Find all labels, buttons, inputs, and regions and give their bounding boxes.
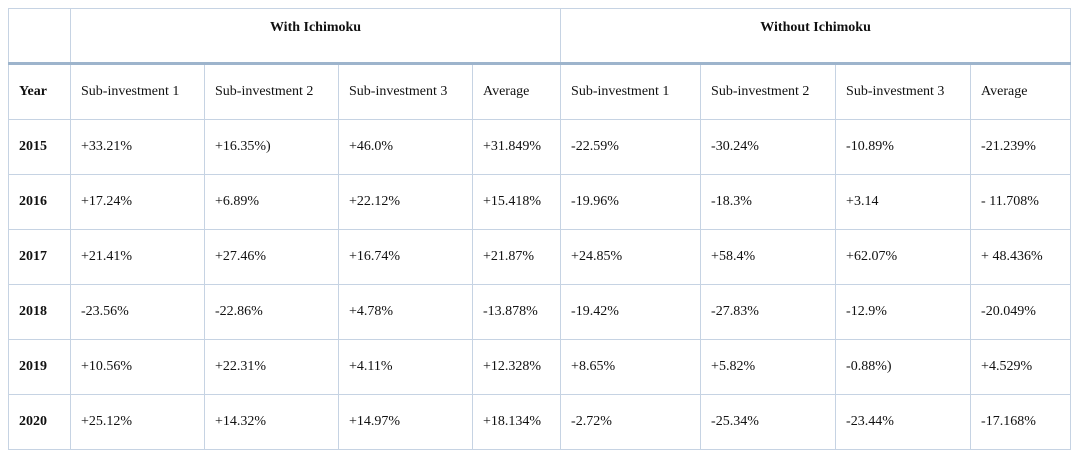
- table-cell: +5.82%: [700, 339, 837, 395]
- table-cell: +25.12%: [70, 394, 205, 450]
- table-cell: +14.97%: [338, 394, 473, 450]
- table-cell: +17.24%: [70, 174, 205, 230]
- table-cell: +27.46%: [204, 229, 339, 285]
- table-cell: +58.4%: [700, 229, 837, 285]
- table-cell: +6.89%: [204, 174, 339, 230]
- column-header-year: Year: [8, 62, 71, 120]
- table-cell: -2.72%: [560, 394, 702, 450]
- table-cell: +15.418%: [471, 174, 562, 230]
- group-header-without-ichimoku: Without Ichimoku: [560, 8, 1072, 64]
- table-cell: +10.56%: [70, 339, 205, 395]
- table-cell: +16.35%): [204, 119, 339, 175]
- table-cell: -23.56%: [70, 284, 205, 340]
- table-cell: -19.96%: [560, 174, 702, 230]
- table-cell: +3.14: [835, 174, 972, 230]
- table-cell: +16.74%: [338, 229, 473, 285]
- column-header: Sub-investment 1: [70, 62, 205, 120]
- table-cell: +4.529%: [970, 339, 1072, 395]
- column-header: Sub-investment 1: [560, 62, 702, 120]
- table-cell: -18.3%: [700, 174, 837, 230]
- table-cell: +31.849%: [471, 119, 562, 175]
- table-cell: +62.07%: [835, 229, 972, 285]
- table-cell: -12.9%: [835, 284, 972, 340]
- table-row: 2020 +25.12% +14.32% +14.97% +18.134% -2…: [8, 394, 1072, 450]
- corner-cell: [8, 8, 71, 64]
- table-cell: -25.34%: [700, 394, 837, 450]
- table-cell: - 11.708%: [970, 174, 1072, 230]
- year-cell: 2019: [8, 339, 71, 395]
- column-header: Sub-investment 3: [835, 62, 972, 120]
- table-cell: +21.87%: [471, 229, 562, 285]
- table-cell: -13.878%: [471, 284, 562, 340]
- year-cell: 2017: [8, 229, 71, 285]
- group-header-with-ichimoku: With Ichimoku: [69, 8, 562, 64]
- table-cell: -30.24%: [700, 119, 837, 175]
- table-cell: +12.328%: [471, 339, 562, 395]
- column-header: Average: [471, 62, 562, 120]
- table-cell: -20.049%: [970, 284, 1072, 340]
- column-header: Sub-investment 3: [338, 62, 473, 120]
- table-cell: -19.42%: [560, 284, 702, 340]
- table-cell: +8.65%: [560, 339, 702, 395]
- table-cell: -17.168%: [970, 394, 1072, 450]
- table-cell: +33.21%: [70, 119, 205, 175]
- year-cell: 2018: [8, 284, 71, 340]
- table-cell: +14.32%: [204, 394, 339, 450]
- group-header-row: With Ichimoku Without Ichimoku: [8, 8, 1072, 64]
- table-cell: +22.12%: [338, 174, 473, 230]
- year-cell: 2020: [8, 394, 71, 450]
- column-header: Sub-investment 2: [700, 62, 837, 120]
- table-cell: -10.89%: [835, 119, 972, 175]
- table-cell: -0.88%): [835, 339, 972, 395]
- table-cell: -23.44%: [835, 394, 972, 450]
- table-cell: +4.78%: [338, 284, 473, 340]
- table-cell: +4.11%: [338, 339, 473, 395]
- table-cell: +18.134%: [471, 394, 562, 450]
- table-cell: -21.239%: [970, 119, 1072, 175]
- table-row: 2015 +33.21% +16.35%) +46.0% +31.849% -2…: [8, 119, 1072, 175]
- table-row: 2019 +10.56% +22.31% +4.11% +12.328% +8.…: [8, 339, 1072, 395]
- column-header: Average: [970, 62, 1072, 120]
- table-row: 2016 +17.24% +6.89% +22.12% +15.418% -19…: [8, 174, 1072, 230]
- table-cell: +46.0%: [338, 119, 473, 175]
- returns-table: With Ichimoku Without Ichimoku Year Sub-…: [8, 8, 1072, 450]
- table-cell: -22.86%: [204, 284, 339, 340]
- column-header-row: Year Sub-investment 1 Sub-investment 2 S…: [8, 62, 1072, 120]
- table-cell: -22.59%: [560, 119, 702, 175]
- year-cell: 2015: [8, 119, 71, 175]
- table-row: 2018 -23.56% -22.86% +4.78% -13.878% -19…: [8, 284, 1072, 340]
- table-cell: +21.41%: [70, 229, 205, 285]
- table-cell: +24.85%: [560, 229, 702, 285]
- year-cell: 2016: [8, 174, 71, 230]
- table-row: 2017 +21.41% +27.46% +16.74% +21.87% +24…: [8, 229, 1072, 285]
- table-cell: +22.31%: [204, 339, 339, 395]
- column-header: Sub-investment 2: [204, 62, 339, 120]
- table-cell: -27.83%: [700, 284, 837, 340]
- table-cell: + 48.436%: [970, 229, 1072, 285]
